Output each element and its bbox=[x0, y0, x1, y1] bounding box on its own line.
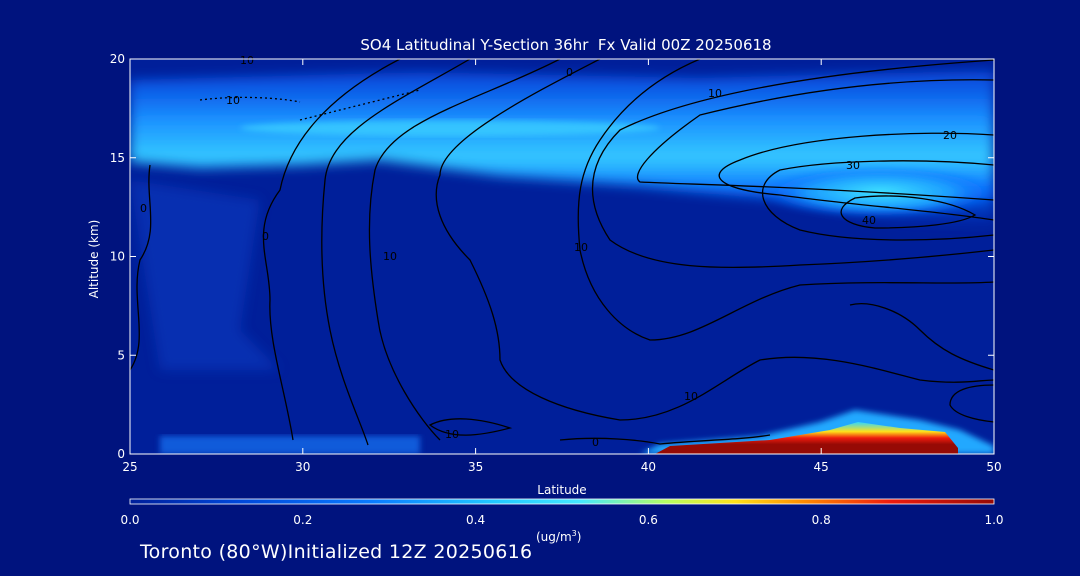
contour-lines bbox=[130, 59, 994, 446]
contour-label: 20 bbox=[943, 129, 957, 142]
colorbar-tick-label: 0.2 bbox=[293, 513, 312, 527]
upper-thin-core bbox=[240, 120, 660, 136]
contour-line bbox=[762, 160, 994, 241]
x-tick-label: 40 bbox=[641, 460, 656, 474]
colorbar-tick-label: 0.8 bbox=[812, 513, 831, 527]
contour-line bbox=[577, 59, 994, 341]
contour-line bbox=[130, 164, 152, 371]
y-tick-label: 20 bbox=[110, 52, 125, 66]
y-axis-title: Altitude (km) bbox=[87, 220, 101, 299]
contour-line bbox=[299, 89, 421, 121]
contour-label: 10 bbox=[383, 250, 397, 263]
contour-label: 40 bbox=[862, 214, 876, 227]
contour-label: 10 bbox=[445, 428, 459, 441]
y-tick-label: 10 bbox=[110, 250, 125, 264]
colorbar-tick-label: 1.0 bbox=[984, 513, 1003, 527]
contour-label: 0 bbox=[592, 436, 599, 449]
contour-line bbox=[849, 303, 994, 371]
contour-label: 10 bbox=[240, 54, 254, 67]
x-tick-label: 25 bbox=[122, 460, 137, 474]
contour-line bbox=[559, 434, 771, 445]
colorbar-ticks: 0.0 0.2 0.4 0.6 0.8 1.0 bbox=[120, 513, 1003, 527]
x-tick-label: 30 bbox=[295, 460, 310, 474]
contour-label: 0 bbox=[262, 230, 269, 243]
concentration-field bbox=[130, 59, 994, 454]
x-tick-label: 50 bbox=[986, 460, 1001, 474]
surface-layer bbox=[160, 436, 420, 454]
contour-label: 0 bbox=[140, 202, 147, 215]
contour-label-group: 10 10 0 10 20 30 40 0 10 10 10 0 0 10 bbox=[140, 54, 957, 449]
x-axis-title: Latitude bbox=[537, 483, 586, 497]
y-tick-label: 5 bbox=[117, 348, 125, 362]
chart-title: SO4 Latitudinal Y-Section 36hr Fx Valid … bbox=[360, 36, 771, 54]
contour-label: 10 bbox=[574, 241, 588, 254]
contour-label: 0 bbox=[566, 66, 573, 79]
contour-line bbox=[428, 418, 513, 436]
contour-line bbox=[636, 79, 994, 201]
contour-label: 10 bbox=[226, 94, 240, 107]
contour-line bbox=[262, 59, 401, 441]
contour-line bbox=[591, 59, 994, 269]
upper-core bbox=[760, 166, 994, 218]
contour-line bbox=[435, 59, 994, 421]
x-tick-label: 35 bbox=[468, 460, 483, 474]
field-mid-tint bbox=[130, 180, 280, 370]
colorbar-unit: (ug/m3) bbox=[536, 529, 581, 544]
contour-label: 10 bbox=[708, 87, 722, 100]
x-axis: 25 30 35 40 45 50 bbox=[122, 59, 1002, 474]
y-axis: 0 5 10 15 20 bbox=[110, 52, 994, 461]
colorbar-tick-label: 0.4 bbox=[466, 513, 485, 527]
contour-label: 30 bbox=[846, 159, 860, 172]
contour-line bbox=[949, 384, 994, 423]
y-tick-label: 0 bbox=[117, 447, 125, 461]
x-tick-label: 45 bbox=[814, 460, 829, 474]
footer-caption: Toronto (80°W)Initialized 12Z 20250616 bbox=[140, 541, 533, 563]
contour-line bbox=[718, 132, 994, 221]
contour-line bbox=[321, 59, 471, 446]
contour-line bbox=[368, 59, 561, 441]
contour-line bbox=[840, 195, 977, 229]
colorbar-tick-label: 0.6 bbox=[639, 513, 658, 527]
colorbar-tick-label: 0.0 bbox=[120, 513, 139, 527]
surface-plume bbox=[655, 422, 958, 454]
contour-label: 10 bbox=[684, 390, 698, 403]
colorbar bbox=[129, 498, 995, 505]
y-tick-label: 15 bbox=[110, 151, 125, 165]
